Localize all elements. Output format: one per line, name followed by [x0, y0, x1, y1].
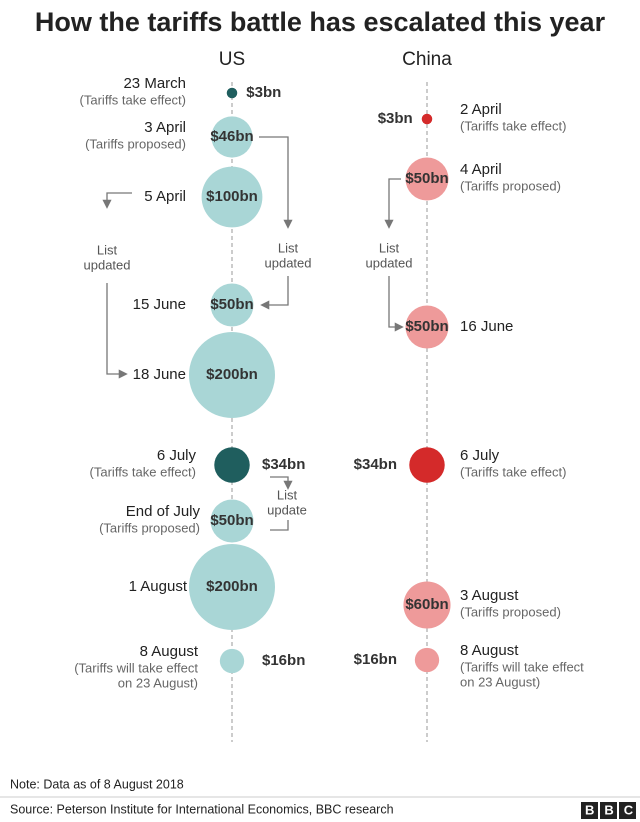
- annotation: updated: [366, 255, 413, 270]
- date-label: 2 April: [460, 101, 502, 118]
- column-header: China: [402, 49, 452, 70]
- annotation: updated: [265, 255, 312, 270]
- arrow: [270, 476, 293, 490]
- value-label: $100bn: [206, 188, 258, 205]
- note-label: (Tariffs will take effect: [74, 660, 198, 675]
- date-label: 15 June: [133, 296, 186, 313]
- column-header: US: [219, 49, 245, 70]
- note-label: (Tariffs proposed): [99, 520, 200, 535]
- annotation: update: [267, 502, 307, 517]
- bubble: [189, 544, 275, 630]
- value-label: $34bn: [354, 456, 397, 473]
- note-label: (Tariffs will take effect: [460, 659, 584, 674]
- date-label: 6 July: [157, 447, 197, 464]
- annotation: List: [97, 242, 118, 257]
- note-label: (Tariffs take effect): [80, 92, 186, 107]
- value-label: $50bn: [405, 170, 448, 187]
- note-label: (Tariffs take effect): [90, 464, 196, 479]
- value-label: $3bn: [378, 110, 413, 127]
- value-label: $46bn: [210, 128, 253, 145]
- date-label: 6 July: [460, 447, 500, 464]
- bubble: [189, 332, 275, 418]
- value-label: $50bn: [405, 318, 448, 335]
- arrow: [388, 276, 404, 332]
- bubble: [214, 447, 250, 483]
- date-label: 3 April: [144, 119, 186, 136]
- value-label: $50bn: [210, 512, 253, 529]
- date-label: End of July: [126, 503, 201, 520]
- logo-box: [619, 802, 636, 819]
- note-label: on 23 August): [460, 674, 540, 689]
- note-label: (Tariffs take effect): [460, 464, 566, 479]
- arrow: [102, 192, 132, 209]
- date-label: 1 August: [129, 578, 188, 595]
- value-label: $16bn: [262, 652, 305, 669]
- value-label: $200bn: [206, 366, 258, 383]
- arrow: [260, 276, 289, 310]
- value-label: $16bn: [354, 651, 397, 668]
- annotation: List: [278, 240, 299, 255]
- note-label: (Tariffs proposed): [460, 604, 561, 619]
- logo: BBC: [585, 802, 640, 817]
- note-label: (Tariffs proposed): [460, 178, 561, 193]
- arrow: [106, 283, 128, 379]
- bubble: [405, 305, 449, 349]
- annotation: updated: [84, 257, 131, 272]
- bubble: [211, 116, 253, 158]
- bubble: [210, 499, 254, 543]
- bubble: [226, 87, 238, 99]
- date-label: 23 March: [123, 75, 186, 92]
- bubble: [210, 283, 254, 327]
- arrow: [270, 520, 289, 531]
- value-label: $34bn: [262, 456, 305, 473]
- note-label: (Tariffs take effect): [460, 118, 566, 133]
- bubble: [405, 157, 449, 201]
- bubble: [414, 647, 440, 673]
- logo-box: [600, 802, 617, 819]
- logo-box: [581, 802, 598, 819]
- bubble: [421, 113, 433, 125]
- annotation: List: [379, 240, 400, 255]
- chart-title: How the tariffs battle has escalated thi…: [35, 7, 606, 37]
- date-label: 8 August: [140, 643, 199, 660]
- arrow: [259, 136, 293, 229]
- date-label: 4 April: [460, 161, 502, 178]
- value-label: $200bn: [206, 578, 258, 595]
- value-label: $3bn: [246, 84, 281, 101]
- date-label: 5 April: [144, 188, 186, 205]
- bubble: [201, 166, 263, 228]
- date-label: 18 June: [133, 366, 186, 383]
- date-label: 3 August: [460, 587, 519, 604]
- note-label: (Tariffs proposed): [85, 136, 186, 151]
- arrow: [384, 178, 401, 229]
- bubble: [219, 648, 245, 674]
- date-label: 8 August: [460, 642, 519, 659]
- bubble: [409, 447, 445, 483]
- note: Note: Data as of 8 August 2018: [10, 777, 184, 791]
- date-label: 16 June: [460, 318, 513, 335]
- note-label: on 23 August): [118, 675, 198, 690]
- bubble: [403, 581, 451, 629]
- annotation: List: [277, 487, 298, 502]
- value-label: $60bn: [405, 596, 448, 613]
- value-label: $50bn: [210, 296, 253, 313]
- source: Source: Peterson Institute for Internati…: [10, 802, 394, 816]
